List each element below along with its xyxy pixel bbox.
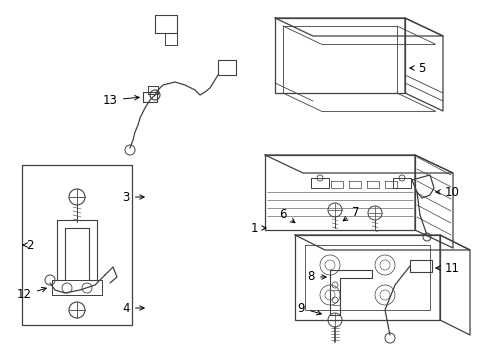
Text: 4: 4 [122, 302, 144, 315]
Text: 12: 12 [17, 287, 46, 302]
Text: 13: 13 [103, 94, 139, 107]
Text: 3: 3 [122, 190, 144, 203]
Text: 11: 11 [435, 261, 459, 274]
Text: 9: 9 [297, 302, 321, 315]
Text: 2: 2 [23, 239, 34, 252]
Text: 8: 8 [307, 270, 325, 284]
Text: 1: 1 [250, 221, 265, 234]
Text: 10: 10 [435, 185, 459, 198]
Text: 6: 6 [279, 207, 294, 223]
Text: 5: 5 [409, 62, 425, 75]
Text: 7: 7 [343, 206, 359, 221]
